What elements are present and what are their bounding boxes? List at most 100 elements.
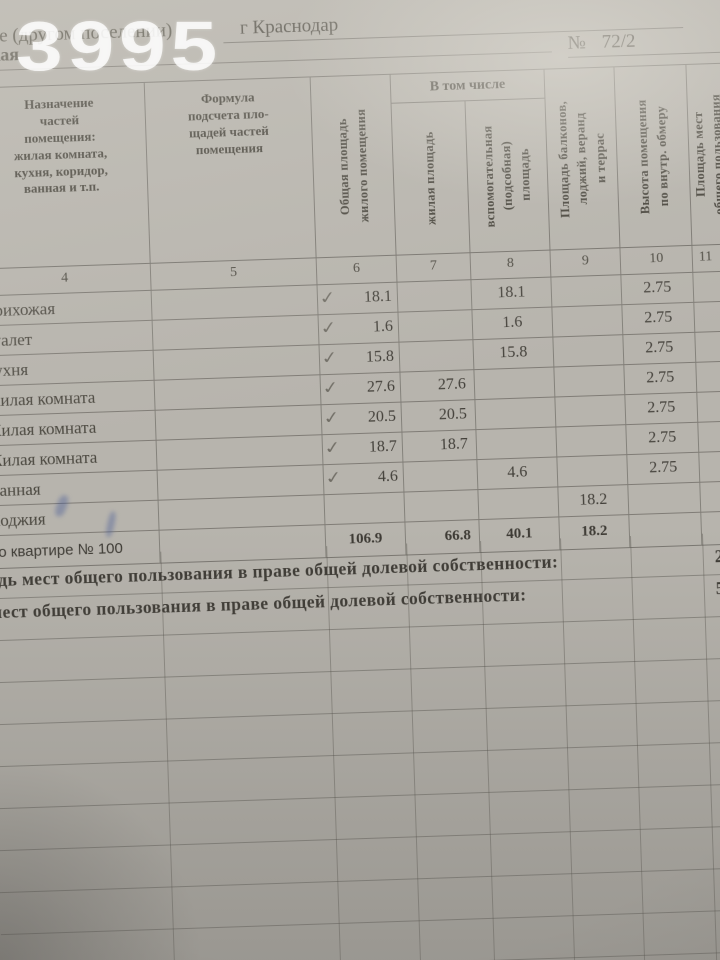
common-ownership-value-2: 5 [715, 577, 720, 599]
header-living-area: жилая площадь [391, 101, 471, 255]
formula-cell [154, 375, 322, 410]
header-group-including: В том числе жилая площадь вспомогательна… [390, 69, 551, 255]
height-cell: 2.75 [626, 422, 700, 455]
header-purpose: Назначение частей помещения: жилая комна… [0, 82, 151, 269]
header-auxiliary-line1: вспомогательная [480, 124, 498, 228]
balcony-area-cell [557, 455, 629, 487]
city-value: г Краснодар [239, 14, 339, 39]
pencil-check-icon: ✓ [323, 466, 344, 489]
total-area-cell: ✓ 1.6 [318, 312, 400, 345]
height-cell: 2.75 [625, 392, 699, 425]
header-balcony-line1: Площадь балконов, [554, 100, 573, 218]
living-area-cell [398, 310, 474, 342]
grid-vline [560, 538, 577, 960]
living-area-cell: 20.5 [401, 400, 477, 432]
common-area-cell [700, 479, 720, 511]
header-common-area: Площадь мест общего пользования [686, 61, 720, 245]
balcony-area-cell [554, 365, 626, 397]
common-area-cell [693, 269, 720, 301]
balcony-area-cell [552, 305, 624, 337]
common-area-cell [699, 449, 720, 481]
height-cell: 2.75 [624, 362, 698, 395]
doc-number: № 72/2 [567, 31, 636, 55]
auxiliary-area-cell: 15.8 [473, 337, 555, 370]
header-balcony-line2: лоджий, веранд [573, 112, 591, 205]
common-area-cell [694, 299, 720, 331]
pencil-check-icon: ✓ [319, 346, 340, 369]
formula-cell [152, 315, 320, 350]
room-name: Прихожая [0, 290, 153, 326]
balcony-area-cell [551, 275, 623, 307]
auxiliary-area-cell [476, 427, 558, 460]
common-area-cell [696, 359, 720, 391]
header-formula: Формула подсчета пло- щадей частей помещ… [144, 77, 317, 263]
living-area-cell [404, 490, 480, 522]
header-auxiliary-area: вспомогательная (подсобная) площадь [465, 99, 549, 253]
pencil-check-icon: ✓ [320, 376, 341, 399]
total-area-value: 18.1 [363, 287, 393, 306]
height-cell: 2.75 [621, 272, 695, 305]
common-area-cell [697, 389, 720, 421]
auxiliary-area-cell: 4.6 [477, 457, 559, 490]
common-ownership-value-1: 2 [714, 545, 720, 567]
total-area-value: 4.6 [377, 467, 399, 486]
header-auxiliary-line3: площадь [517, 148, 534, 202]
column-number-11: 11 [692, 242, 720, 272]
pencil-check-icon: ✓ [321, 406, 342, 429]
formula-cell [158, 495, 326, 530]
balcony-area-cell [556, 425, 628, 457]
doc-number-value: 72/2 [601, 30, 636, 53]
pencil-check-icon: ✓ [318, 316, 339, 339]
area-table: Назначение частей помещения: жилая комна… [0, 60, 720, 570]
total-area-cell: ✓ 4.6 [323, 462, 405, 495]
auxiliary-area-cell [478, 487, 560, 520]
balcony-area-cell: 18.2 [558, 485, 630, 517]
pencil-check-icon: ✓ [317, 286, 338, 309]
total-area-cell: ✓ 20.5 [321, 402, 403, 435]
total-area-cell: ✓ 15.8 [319, 342, 401, 375]
total-area-cell: ✓ 27.6 [320, 372, 402, 405]
formula-cell [153, 345, 321, 380]
room-name: Жилая комната [0, 380, 156, 416]
total-area-cell [324, 492, 406, 525]
living-area-cell [397, 280, 473, 312]
room-name: Туалет [0, 320, 154, 356]
header-group-columns: жилая площадь вспомогательная (подсобная… [391, 99, 550, 255]
height-cell [628, 482, 702, 515]
header-balcony-area: Площадь балконов, лоджий, веранд и терра… [544, 67, 621, 250]
formula-cell [156, 435, 324, 470]
header-room-height-line2: по внутр. обмеру [653, 105, 671, 207]
auxiliary-area-cell: 1.6 [472, 307, 554, 340]
header-common-area-line1: Площадь мест [690, 111, 708, 198]
auxiliary-area-cell [474, 367, 556, 400]
column-number-10: 10 [620, 245, 694, 275]
header-room-height-line1: Высота помещения [634, 98, 653, 214]
formula-cell [155, 405, 323, 440]
living-area-cell [399, 340, 475, 372]
header-total-area: Общая площадь жилого помещения [310, 74, 397, 258]
column-number-6: 6 [316, 255, 398, 285]
room-name: Кухня [0, 350, 155, 386]
column-number-9: 9 [550, 248, 622, 277]
height-cell: 2.75 [622, 302, 696, 335]
header-total-area-line1: Общая площадь [335, 117, 353, 215]
header-balcony-line3: и террас [592, 132, 608, 184]
living-area-cell: 18.7 [402, 430, 478, 462]
total-area-value: 27.6 [366, 377, 396, 396]
column-number-8: 8 [470, 250, 552, 280]
room-name: Жилая комната [0, 440, 158, 476]
header-total-area-line2: жилого помещения [353, 108, 371, 223]
total-area-cell: ✓ 18.7 [322, 432, 404, 465]
room-name: Ванная [0, 470, 159, 506]
total-area-cell: ✓ 18.1 [317, 282, 399, 315]
header-living-area-text: жилая площадь [421, 131, 439, 225]
column-number-5: 5 [150, 258, 318, 290]
watermark-number: 3995 [16, 7, 223, 85]
room-name: Жилая комната [0, 410, 157, 446]
height-cell: 2.75 [627, 452, 701, 485]
auxiliary-area-cell [475, 397, 557, 430]
total-area-value: 15.8 [365, 347, 395, 366]
common-area-cell [698, 419, 720, 451]
